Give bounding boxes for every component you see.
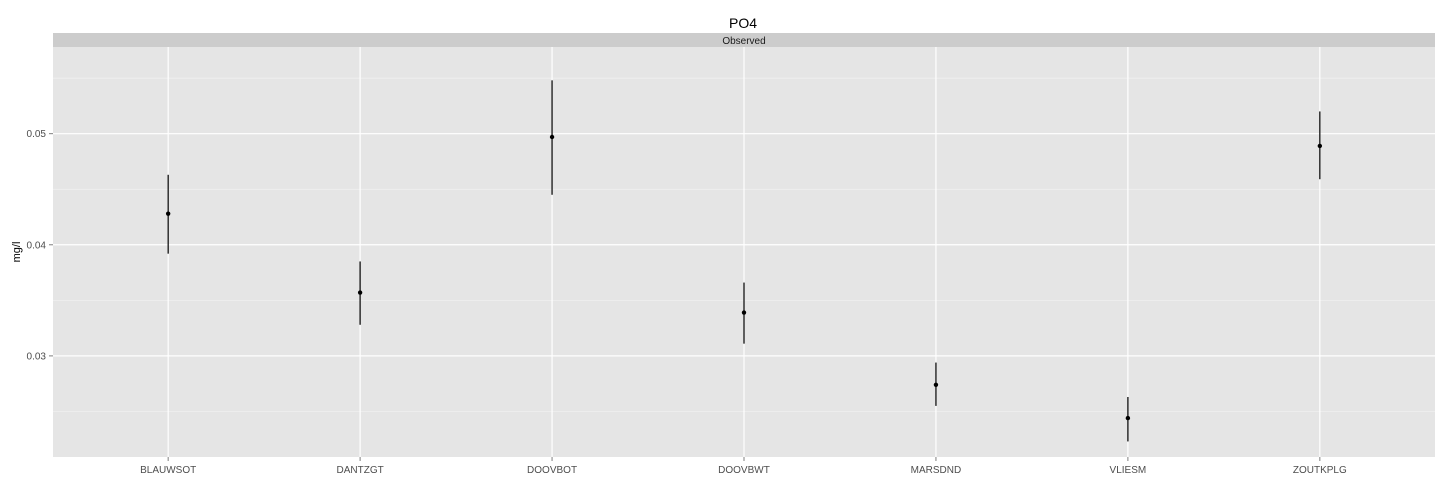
- y-tick-label: 0.05: [27, 129, 47, 140]
- x-tick-label: ZOUTKPLG: [1293, 465, 1347, 476]
- data-point: [1317, 143, 1323, 149]
- x-tick-label: DANTZGT: [337, 465, 384, 476]
- y-tick-label: 0.03: [27, 351, 47, 362]
- data-points: [165, 134, 1323, 421]
- data-point: [1125, 415, 1131, 421]
- x-tick-label: BLAUWSOT: [140, 465, 196, 476]
- x-axis-ticks: BLAUWSOT DANTZGT DOOVBOT DOOVBWT MARSDND VLIE…: [140, 457, 1347, 476]
- data-point: [933, 382, 939, 387]
- data-point: [549, 134, 555, 140]
- x-tick-label: MARSDND: [911, 465, 962, 476]
- x-tick-label: DOOVBWT: [718, 465, 770, 476]
- facet-strip-label: Observed: [722, 36, 765, 47]
- y-tick-label: 0.04: [27, 240, 47, 251]
- data-point: [165, 211, 171, 216]
- y-axis-label: mg/l: [11, 242, 23, 263]
- x-tick-label: VLIESM: [1110, 465, 1147, 476]
- data-point: [741, 310, 747, 315]
- data-point: [357, 290, 363, 295]
- y-axis-ticks: 0.03 0.04 0.05: [27, 129, 53, 362]
- x-tick-label: DOOVBOT: [527, 465, 577, 476]
- facet-strip: [53, 33, 1435, 47]
- chart-title: PO4: [729, 15, 757, 31]
